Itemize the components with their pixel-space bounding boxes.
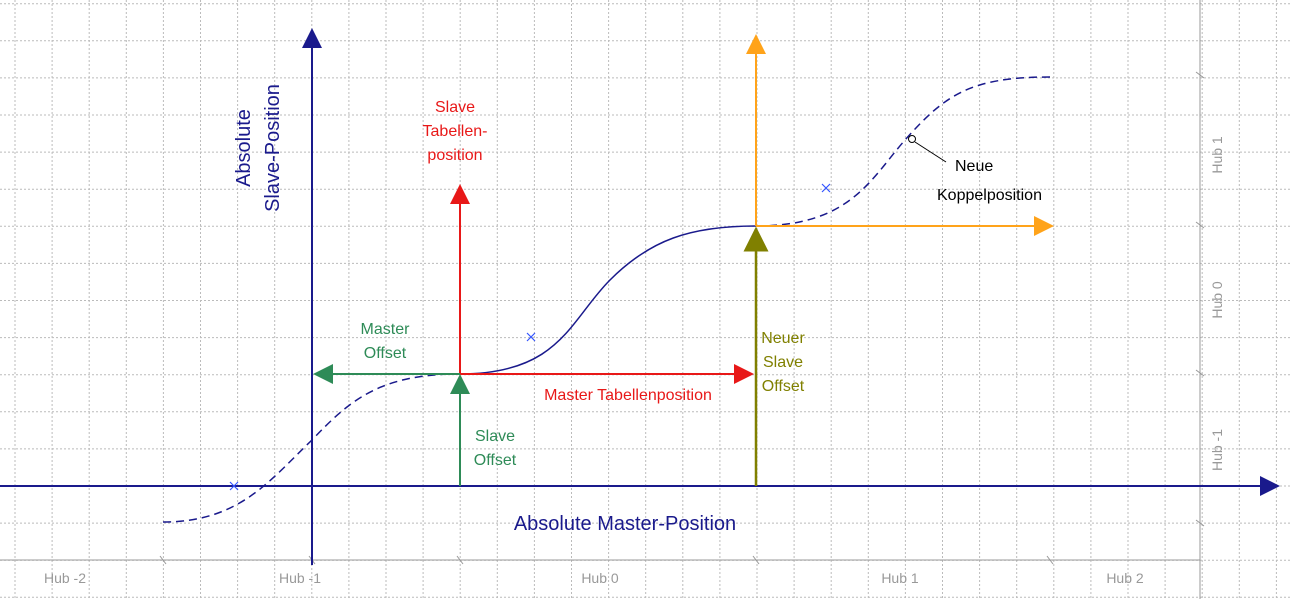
ruler-label: Hub -1	[1209, 429, 1225, 471]
label: position	[427, 147, 482, 164]
curve-dashed	[162, 373, 461, 523]
ruler-label: Hub 0	[581, 570, 619, 586]
label: Slave	[763, 354, 803, 371]
ruler-label: Hub 1	[881, 570, 919, 586]
y-axis-label: Slave-Position	[262, 84, 284, 212]
curve-dashed	[755, 76, 1051, 227]
label: Offset	[474, 452, 517, 469]
coupling-point	[908, 135, 916, 143]
ruler-label: Hub 0	[1209, 281, 1225, 319]
ruler-label: Hub 2	[1106, 570, 1144, 586]
y-axis-label: Absolute	[233, 109, 255, 187]
label: Offset	[364, 345, 407, 362]
label: Slave	[475, 428, 515, 445]
label: Neuer	[761, 330, 805, 347]
label: Tabellen-	[423, 123, 488, 140]
label: Master	[361, 321, 411, 338]
ruler-label: Hub -1	[279, 570, 321, 586]
label: Master Tabellenposition	[544, 387, 712, 404]
label: Offset	[762, 378, 805, 395]
curve	[459, 225, 757, 375]
ruler-ticks	[159, 71, 1205, 565]
label: Slave	[435, 99, 475, 116]
ruler-label: Hub 1	[1209, 136, 1225, 174]
label: Neue	[955, 158, 993, 175]
leader	[914, 141, 947, 163]
ruler-label: Hub -2	[44, 570, 86, 586]
x-axis-label: Absolute Master-Position	[514, 513, 736, 535]
x-markers	[229, 183, 831, 491]
label: Koppelposition	[937, 187, 1042, 204]
